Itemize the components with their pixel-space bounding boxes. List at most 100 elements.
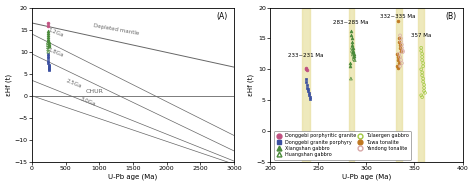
Text: 1.2Ga: 1.2Ga xyxy=(47,28,64,39)
Point xyxy=(396,43,404,46)
Point xyxy=(398,62,406,65)
Point xyxy=(45,50,52,53)
Point xyxy=(45,67,53,70)
Point xyxy=(418,49,425,52)
Point xyxy=(394,67,402,70)
Point xyxy=(395,40,403,43)
Text: 357 Ma: 357 Ma xyxy=(411,33,431,39)
Point xyxy=(396,65,404,68)
Point xyxy=(419,55,426,58)
Point xyxy=(419,52,426,55)
Point xyxy=(45,45,53,48)
Point xyxy=(419,59,426,62)
Point xyxy=(347,77,355,80)
Point xyxy=(349,51,356,54)
Point xyxy=(45,64,52,67)
Text: 283~285 Ma: 283~285 Ma xyxy=(333,20,369,25)
Point xyxy=(305,91,312,94)
Point xyxy=(44,33,52,36)
Point xyxy=(45,63,52,66)
Bar xyxy=(396,8,402,162)
Text: (A): (A) xyxy=(217,12,228,21)
Point xyxy=(396,46,404,49)
Point xyxy=(393,65,401,68)
Point xyxy=(393,52,401,55)
Point xyxy=(349,53,356,56)
Text: 1.8Ga: 1.8Ga xyxy=(47,47,64,58)
Point xyxy=(45,59,52,62)
Point xyxy=(44,48,52,51)
X-axis label: U-Pb age (Ma): U-Pb age (Ma) xyxy=(342,174,391,180)
Point xyxy=(305,94,312,97)
Point xyxy=(304,89,311,92)
Text: 2.5Ga: 2.5Ga xyxy=(66,78,83,89)
Point xyxy=(421,91,429,94)
Point xyxy=(346,62,354,65)
Point xyxy=(398,43,406,46)
Point xyxy=(347,34,355,37)
Y-axis label: εHf (t): εHf (t) xyxy=(6,74,12,96)
Point xyxy=(44,41,52,44)
Point xyxy=(44,22,52,25)
Text: 332~335 Ma: 332~335 Ma xyxy=(380,14,416,19)
Point xyxy=(419,71,426,74)
Bar xyxy=(349,8,354,162)
Point xyxy=(347,30,355,33)
Point xyxy=(350,52,357,55)
Point xyxy=(394,55,402,58)
Point xyxy=(394,20,402,23)
Point xyxy=(45,66,53,69)
Point xyxy=(397,59,405,62)
Bar xyxy=(418,8,424,162)
Point xyxy=(302,80,310,83)
Point xyxy=(351,59,358,62)
Point xyxy=(419,80,427,83)
Point xyxy=(395,62,403,65)
Point xyxy=(399,51,407,54)
Point xyxy=(397,49,405,52)
Point xyxy=(420,89,428,92)
Point xyxy=(304,88,311,91)
Point xyxy=(348,46,356,49)
Point xyxy=(44,29,52,32)
Point xyxy=(397,40,405,43)
Point xyxy=(45,52,52,55)
Point xyxy=(306,96,313,99)
Point xyxy=(45,39,52,42)
Bar xyxy=(302,8,310,162)
Point xyxy=(348,43,356,46)
Point xyxy=(398,46,406,49)
Point xyxy=(396,55,404,58)
Point xyxy=(303,68,310,71)
Point xyxy=(306,97,313,100)
Point xyxy=(45,55,52,58)
Point xyxy=(419,74,426,77)
Point xyxy=(418,68,425,71)
Point xyxy=(45,38,52,41)
Point xyxy=(418,94,425,97)
Point xyxy=(44,46,52,49)
Point xyxy=(303,86,310,89)
Point xyxy=(303,83,310,86)
Point xyxy=(348,49,356,52)
Point xyxy=(394,59,402,62)
Point xyxy=(45,44,53,46)
Point xyxy=(419,77,427,80)
Point xyxy=(302,67,310,70)
Point xyxy=(419,96,426,99)
Point xyxy=(348,40,356,43)
Point xyxy=(45,69,53,72)
Y-axis label: εHf (t): εHf (t) xyxy=(247,74,254,96)
Point xyxy=(45,68,53,71)
Point xyxy=(44,36,52,39)
Point xyxy=(45,57,52,60)
Point xyxy=(419,65,427,68)
Point xyxy=(349,51,356,54)
Point xyxy=(346,65,354,68)
Point xyxy=(350,55,357,58)
Text: 3.0Ga: 3.0Ga xyxy=(79,96,96,107)
Text: CHUR: CHUR xyxy=(86,89,104,94)
Text: (B): (B) xyxy=(446,12,457,21)
Point xyxy=(350,54,357,57)
Point xyxy=(349,49,356,52)
